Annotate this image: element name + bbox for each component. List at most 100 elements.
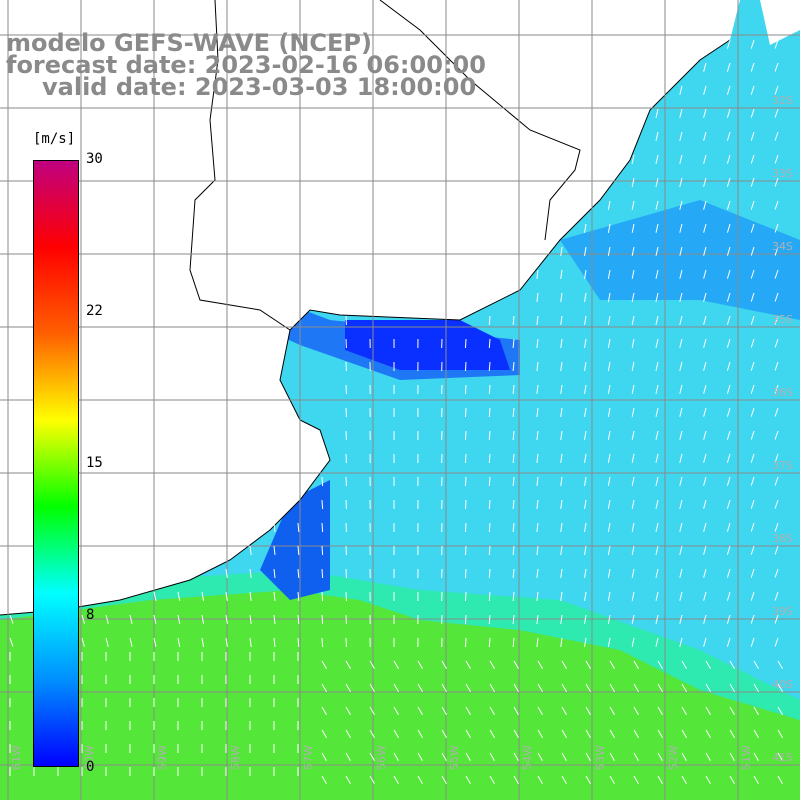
wind-arrow — [631, 223, 635, 233]
wind-arrow — [321, 499, 324, 510]
wind-arrow — [681, 660, 687, 670]
wind-arrow — [536, 499, 539, 509]
lat-label: 35S — [772, 313, 793, 326]
wind-arrow — [393, 660, 399, 670]
wind-arrow — [465, 775, 471, 785]
wind-arrow — [584, 499, 587, 509]
wind-arrow — [774, 292, 779, 302]
wind-arrow — [703, 545, 707, 555]
wind-arrow — [297, 568, 300, 579]
wind-arrow — [774, 154, 779, 164]
wind-arrow — [153, 591, 157, 601]
wind-arrow — [417, 752, 423, 762]
wind-arrow — [536, 315, 539, 325]
wind-arrow — [750, 200, 755, 210]
colorbar-tick-8: 8 — [86, 607, 95, 623]
wind-arrow — [774, 591, 779, 601]
wind-arrow — [750, 85, 755, 95]
wind-arrow — [584, 361, 587, 371]
wind-arrow — [585, 706, 591, 716]
wind-arrow — [655, 131, 659, 141]
wind-arrow — [465, 683, 471, 693]
wind-arrow — [561, 775, 567, 785]
wind-arrow — [726, 131, 731, 141]
wind-arrow — [703, 361, 707, 371]
wind-arrow — [464, 361, 467, 372]
wind-arrow — [655, 430, 659, 440]
wind-arrow — [560, 269, 563, 279]
wind-arrow — [321, 706, 327, 716]
wind-arrow — [560, 361, 563, 371]
wind-arrow — [537, 706, 543, 716]
wind-arrow — [729, 683, 735, 693]
wind-arrow — [774, 568, 779, 578]
wind-arrow — [631, 200, 635, 210]
wind-arrow — [536, 545, 539, 555]
wind-arrow — [774, 476, 779, 486]
wind-arrow — [657, 706, 663, 716]
wind-arrow — [750, 591, 755, 601]
wind-arrow — [655, 568, 659, 578]
wind-arrow — [631, 246, 635, 256]
wind-arrow — [607, 246, 611, 256]
wind-arrow — [729, 660, 735, 670]
wind-arrow — [655, 522, 659, 532]
wind-arrow — [321, 614, 324, 625]
wind-arrow — [703, 223, 707, 233]
wind-arrow — [512, 407, 515, 418]
wind-arrow — [774, 39, 779, 49]
wind-arrow — [201, 591, 205, 601]
wind-arrow — [560, 430, 563, 440]
wind-arrow — [705, 660, 711, 670]
wind-arrow — [655, 200, 659, 210]
wind-arrow — [537, 660, 543, 670]
wind-arrow — [729, 775, 735, 785]
country-border — [379, 0, 581, 241]
wind-arrow — [726, 614, 731, 624]
wind-arrow — [726, 292, 731, 302]
wind-arrow — [655, 361, 659, 371]
wind-arrow — [753, 706, 759, 716]
wind-arrow — [560, 499, 563, 509]
land-area-ne — [760, 0, 800, 45]
wind-arrow — [679, 131, 683, 141]
wind-arrow — [655, 407, 659, 417]
wind-arrow — [464, 407, 467, 418]
wind-arrow — [345, 683, 351, 693]
lat-label: 40S — [772, 678, 793, 691]
wind-arrow — [703, 85, 707, 95]
wind-arrow — [585, 660, 591, 670]
wind-arrow — [750, 315, 755, 325]
wind-arrow — [321, 729, 327, 739]
wind-arrow — [607, 591, 611, 601]
wind-arrow — [464, 568, 467, 579]
wind-arrow — [726, 361, 731, 371]
wind-arrow — [726, 154, 731, 164]
lat-label: 32S — [772, 94, 793, 107]
wind-arrow — [105, 637, 109, 647]
wind-arrow — [607, 315, 611, 325]
wind-arrow — [584, 545, 587, 555]
wind-arrow — [750, 568, 755, 578]
wind-arrow — [607, 200, 611, 210]
wind-arrow — [777, 660, 783, 670]
wind-arrow — [153, 637, 157, 647]
wind-arrow — [750, 246, 755, 256]
wind-arrow — [488, 453, 491, 464]
wind-arrow — [774, 177, 779, 187]
wind-arrow — [537, 683, 543, 693]
wind-arrow — [464, 453, 467, 464]
wind-arrow — [631, 591, 635, 601]
wind-arrow — [417, 660, 423, 670]
wind-arrow — [774, 637, 779, 647]
wind-arrow — [703, 407, 707, 417]
wind-arrow — [726, 315, 731, 325]
wind-arrow — [607, 568, 611, 578]
wind-arrow — [703, 131, 707, 141]
wind-arrow — [607, 407, 611, 417]
wind-arrow — [369, 752, 375, 762]
wind-arrow — [726, 223, 731, 233]
wind-arrow — [585, 775, 591, 785]
wind-arrow — [655, 637, 659, 647]
wind-arrow — [321, 545, 324, 556]
